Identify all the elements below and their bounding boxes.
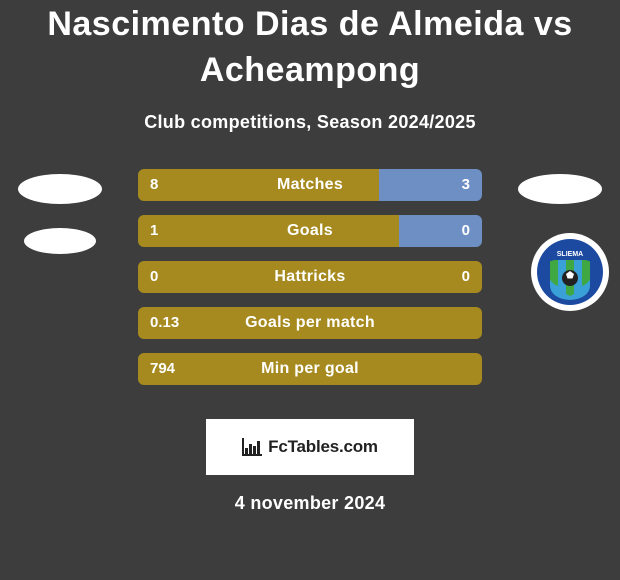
stat-value-right: 3 xyxy=(462,169,470,201)
subtitle: Club competitions, Season 2024/2025 xyxy=(144,112,476,133)
stat-value-right: 0 xyxy=(462,261,470,293)
chart-icon xyxy=(242,438,262,456)
stat-row: 1 0 Goals xyxy=(0,215,620,247)
stat-row: 794 Min per goal xyxy=(0,353,620,385)
stat-bar: 8 3 Matches xyxy=(138,169,482,201)
stat-value-left: 794 xyxy=(150,353,175,385)
footer-box: FcTables.com xyxy=(206,419,414,475)
stat-row: 0 0 Hattricks xyxy=(0,261,620,293)
stat-bar: 0 0 Hattricks xyxy=(138,261,482,293)
stat-bar: 0.13 Goals per match xyxy=(138,307,482,339)
stat-bar: 794 Min per goal xyxy=(138,353,482,385)
stat-label: Goals per match xyxy=(245,314,375,332)
stat-label: Hattricks xyxy=(274,268,345,286)
stat-bar: 1 0 Goals xyxy=(138,215,482,247)
page-title: Nascimento Dias de Almeida vs Acheampong xyxy=(0,2,620,94)
footer-text: FcTables.com xyxy=(268,437,378,457)
stat-row: 0.13 Goals per match xyxy=(0,307,620,339)
bar-left-fill xyxy=(138,215,399,247)
stat-label: Min per goal xyxy=(261,360,359,378)
stat-row: 8 3 Matches xyxy=(0,169,620,201)
stat-value-left: 8 xyxy=(150,169,158,201)
stat-label: Matches xyxy=(277,176,343,194)
stat-value-left: 0.13 xyxy=(150,307,179,339)
stat-value-left: 1 xyxy=(150,215,158,247)
stat-value-right: 0 xyxy=(462,215,470,247)
stat-value-left: 0 xyxy=(150,261,158,293)
date-text: 4 november 2024 xyxy=(235,493,386,514)
stat-label: Goals xyxy=(287,222,333,240)
stats-section: 8 3 Matches 1 0 Goals 0 0 Hattricks 0.13 Goals per… xyxy=(0,169,620,399)
